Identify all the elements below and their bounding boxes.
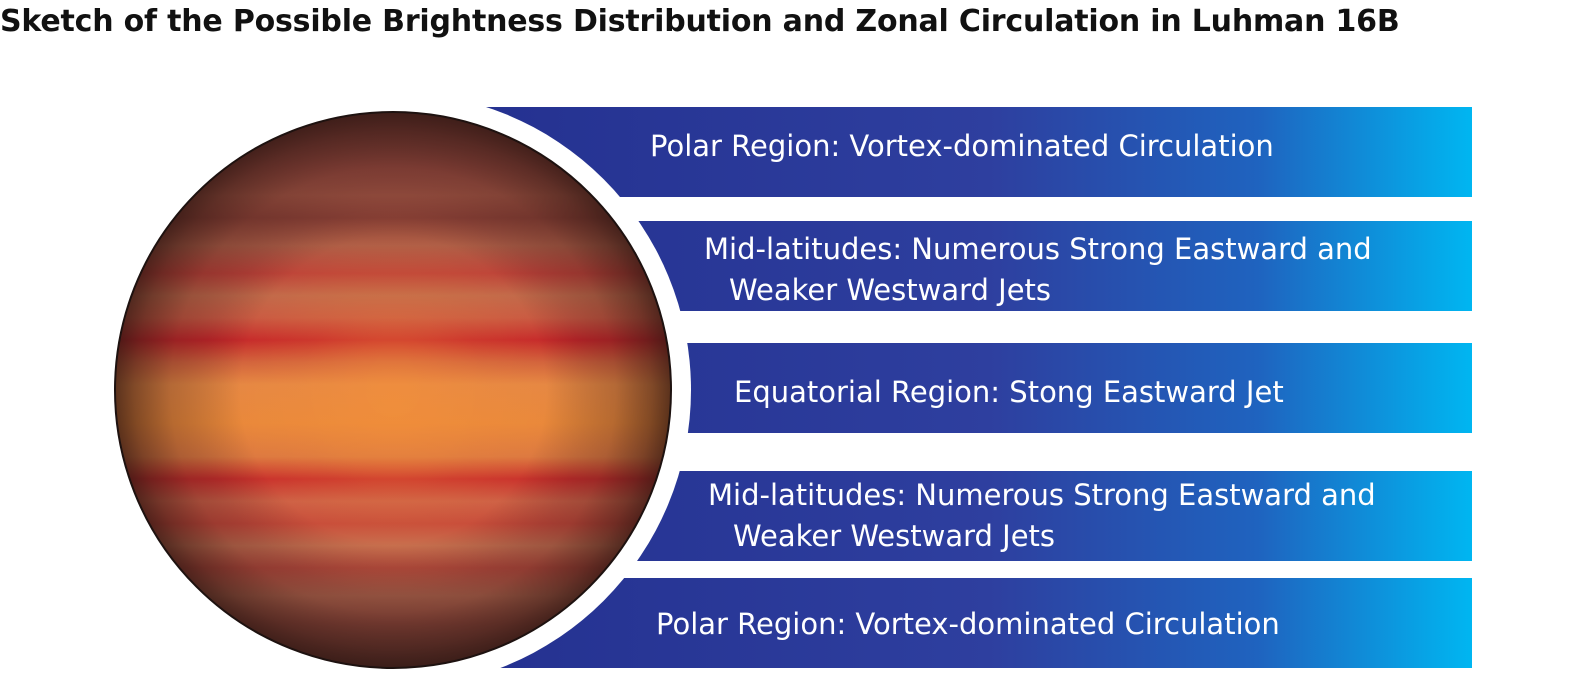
band-label-midlat-north: Mid-latitudes: Numerous Strong Eastward … (704, 232, 1372, 266)
band-label-midlat-south-line2: Weaker Westward Jets (733, 519, 1055, 553)
band-label-midlat-north-line2: Weaker Westward Jets (729, 273, 1051, 307)
band-label-polar-north: Polar Region: Vortex-dominated Circulati… (650, 129, 1274, 163)
planet-luhman-16b (114, 111, 672, 669)
page-title: Sketch of the Possible Brightness Distri… (0, 4, 1400, 39)
band-label-equatorial: Equatorial Region: Stong Eastward Jet (734, 375, 1284, 409)
band-labels: Polar Region: Vortex-dominated Circulati… (650, 129, 1376, 641)
band-label-midlat-south: Mid-latitudes: Numerous Strong Eastward … (708, 478, 1376, 512)
band-label-polar-south: Polar Region: Vortex-dominated Circulati… (656, 607, 1280, 641)
